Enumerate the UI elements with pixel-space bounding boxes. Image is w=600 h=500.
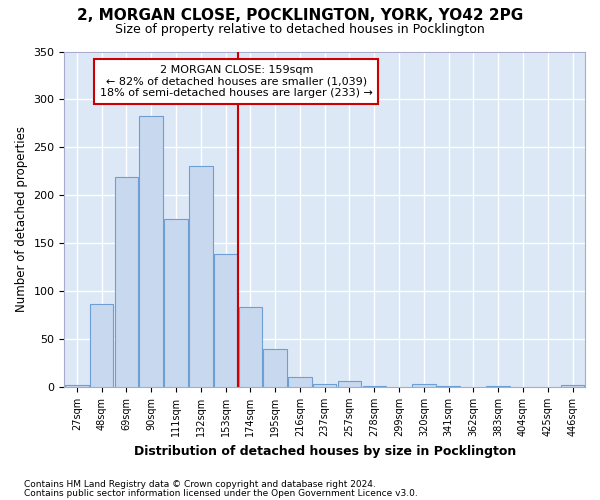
Bar xyxy=(338,381,361,387)
Text: 2, MORGAN CLOSE, POCKLINGTON, YORK, YO42 2PG: 2, MORGAN CLOSE, POCKLINGTON, YORK, YO42… xyxy=(77,8,523,22)
Bar xyxy=(561,385,584,387)
Bar xyxy=(214,254,238,387)
Bar xyxy=(90,304,113,387)
Bar xyxy=(288,378,311,387)
Bar xyxy=(139,116,163,387)
Bar xyxy=(239,308,262,387)
Bar xyxy=(263,348,287,387)
X-axis label: Distribution of detached houses by size in Pocklington: Distribution of detached houses by size … xyxy=(134,444,516,458)
Bar xyxy=(65,385,89,387)
Bar xyxy=(362,386,386,387)
Text: Contains public sector information licensed under the Open Government Licence v3: Contains public sector information licen… xyxy=(24,488,418,498)
Bar xyxy=(412,384,436,387)
Y-axis label: Number of detached properties: Number of detached properties xyxy=(15,126,28,312)
Bar xyxy=(189,166,212,387)
Bar xyxy=(487,386,510,387)
Text: Size of property relative to detached houses in Pocklington: Size of property relative to detached ho… xyxy=(115,22,485,36)
Bar xyxy=(115,177,138,387)
Bar xyxy=(437,386,460,387)
Text: Contains HM Land Registry data © Crown copyright and database right 2024.: Contains HM Land Registry data © Crown c… xyxy=(24,480,376,489)
Text: 2 MORGAN CLOSE: 159sqm
← 82% of detached houses are smaller (1,039)
18% of semi-: 2 MORGAN CLOSE: 159sqm ← 82% of detached… xyxy=(100,65,373,98)
Bar xyxy=(164,219,188,387)
Bar xyxy=(313,384,337,387)
